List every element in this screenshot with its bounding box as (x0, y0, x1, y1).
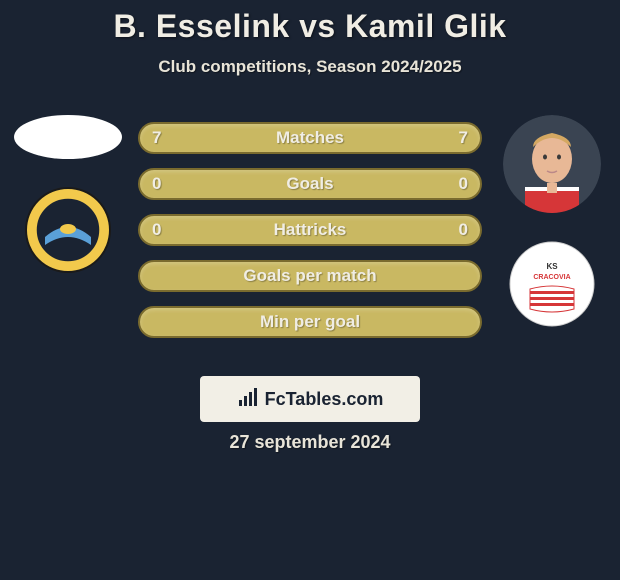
left-club-badge (25, 187, 111, 273)
fctables-logo: FcTables.com (200, 376, 420, 422)
stat-right-value: 0 (459, 220, 468, 240)
subtitle: Club competitions, Season 2024/2025 (0, 57, 620, 77)
stat-row-matches: 7 Matches 7 (138, 122, 482, 154)
page-title: B. Esselink vs Kamil Glik (0, 0, 620, 45)
left-player-photo-placeholder (14, 115, 122, 159)
logo-text: FcTables.com (265, 389, 384, 410)
stat-row-hattricks: 0 Hattricks 0 (138, 214, 482, 246)
stat-row-goals: 0 Goals 0 (138, 168, 482, 200)
chart-icon (237, 386, 259, 413)
right-player-column: KS CRACOVIA (492, 115, 612, 327)
stat-row-gpm: Goals per match (138, 260, 482, 292)
stat-right-value: 0 (459, 174, 468, 194)
left-player-column (8, 115, 128, 273)
stat-label: Matches (276, 128, 344, 148)
stat-right-value: 7 (459, 128, 468, 148)
stat-label: Goals (286, 174, 333, 194)
date-text: 27 september 2024 (0, 432, 620, 453)
stat-label: Hattricks (274, 220, 347, 240)
stats-bars: 7 Matches 7 0 Goals 0 0 Hattricks 0 Goal… (138, 122, 482, 338)
stat-left-value: 7 (152, 128, 161, 148)
stat-row-mpg: Min per goal (138, 306, 482, 338)
right-player-photo (503, 115, 601, 213)
svg-text:KS: KS (546, 262, 558, 271)
stat-left-value: 0 (152, 220, 161, 240)
stat-label: Goals per match (243, 266, 376, 286)
stat-left-value: 0 (152, 174, 161, 194)
svg-text:CRACOVIA: CRACOVIA (533, 274, 570, 281)
stat-label: Min per goal (260, 312, 360, 332)
right-club-badge: KS CRACOVIA (509, 241, 595, 327)
